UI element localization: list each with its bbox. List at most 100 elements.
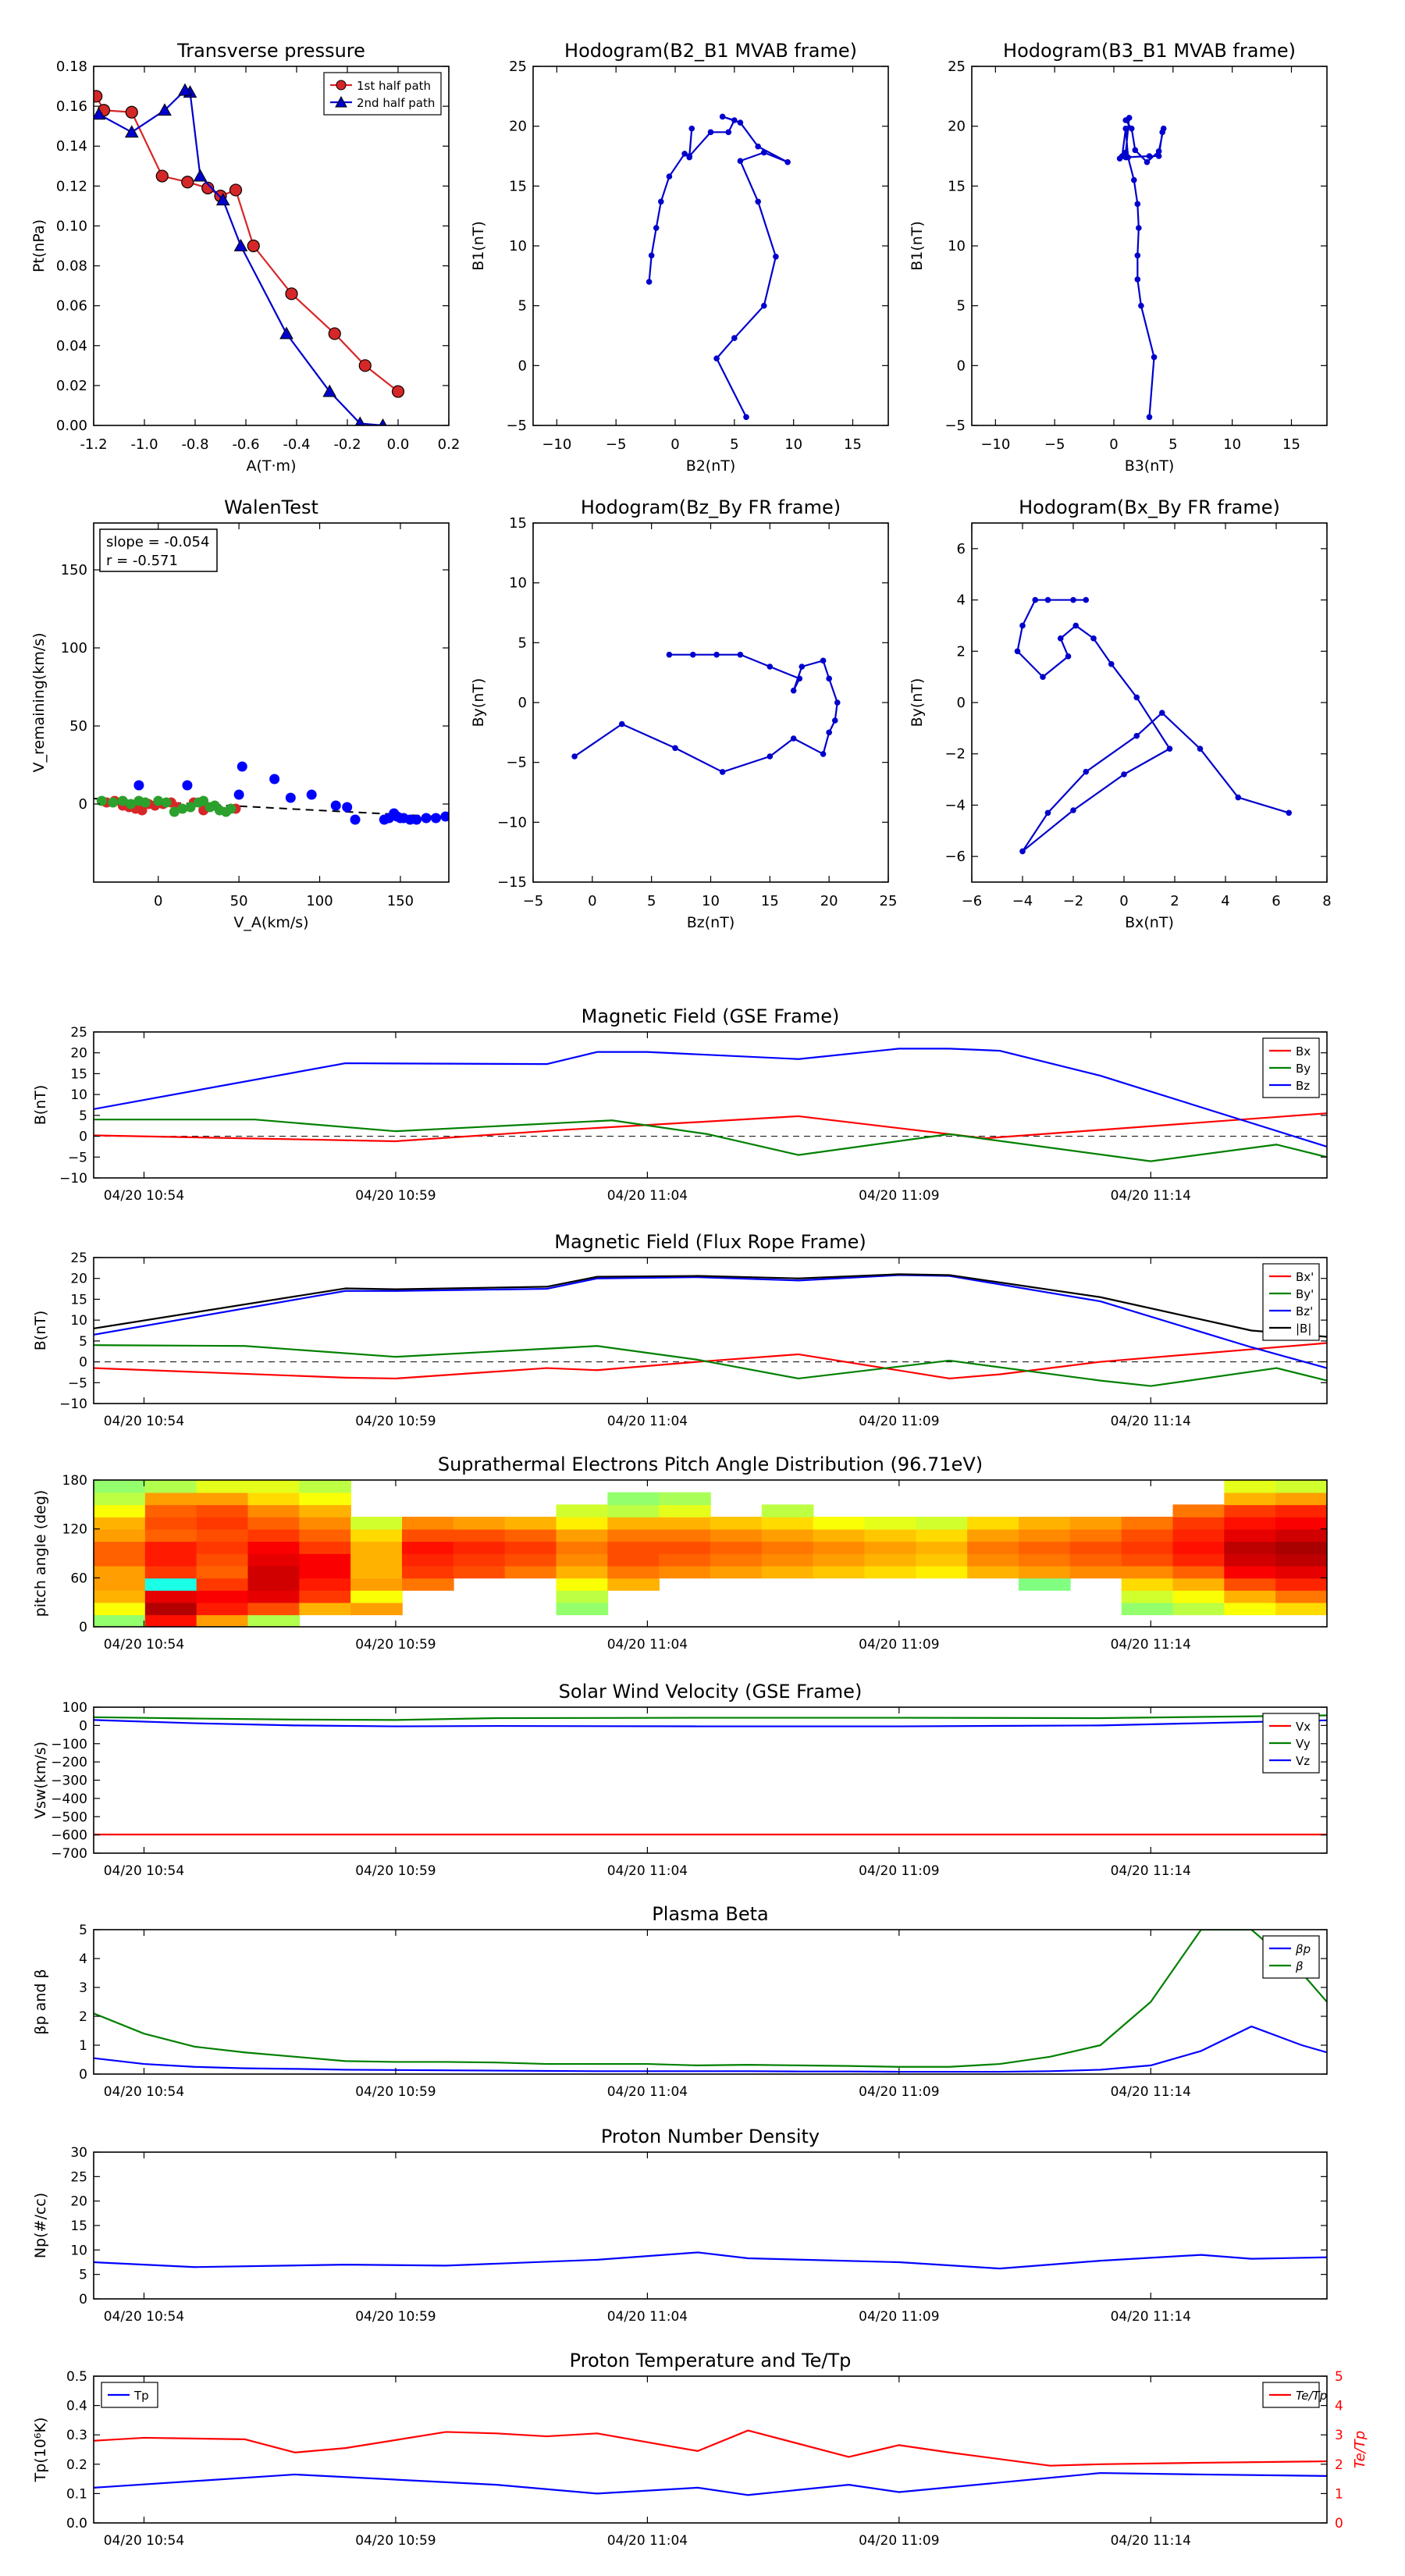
- data-point-2nd half path: [158, 103, 172, 116]
- chart-mag-gse: Magnetic Field (GSE Frame) 04/20 10:54 04/…: [32, 1005, 1328, 1204]
- y-tick-label: 20: [70, 1272, 87, 1287]
- heatmap-cell: [607, 1517, 660, 1530]
- data-point-Bz_By: [713, 651, 720, 658]
- heatmap-cell: [247, 1528, 301, 1542]
- y-tick-label: 100: [61, 640, 87, 656]
- legend-box: [323, 72, 442, 116]
- data-point-2nd half path: [124, 125, 139, 138]
- legend-label: Vz: [1296, 1754, 1310, 1768]
- data-point-Bz_By: [826, 675, 832, 682]
- heatmap-cell: [1224, 1602, 1276, 1616]
- heatmap-cell: [453, 1528, 506, 1542]
- y-tick-label: 0.18: [56, 59, 87, 75]
- x-tick-label: 04/20 11:14: [1111, 1863, 1191, 1879]
- data-point-B2_B1: [755, 143, 761, 150]
- data-point-2nd half path: [94, 107, 106, 120]
- legend-label: Tp: [133, 2389, 149, 2403]
- legend-label: Vy: [1296, 1737, 1311, 1751]
- data-point-blue: [440, 811, 449, 822]
- heatmap-cell: [402, 1553, 454, 1567]
- data-point-2nd half path: [193, 169, 208, 182]
- heatmap-cell: [94, 1492, 146, 1506]
- heatmap-cell: [1019, 1553, 1071, 1567]
- data-point-Bz_By: [767, 753, 774, 760]
- heatmap-cell: [1172, 1578, 1225, 1591]
- data-point-Bx_By: [1065, 653, 1072, 660]
- heatmap-cell: [607, 1492, 660, 1506]
- data-point-B2_B1: [658, 198, 664, 205]
- heatmap-cell: [94, 1565, 146, 1579]
- x-tick-label: 100: [306, 893, 333, 909]
- y-right-tick-label: 5: [1335, 2369, 1343, 2385]
- heatmap-cell: [144, 1590, 197, 1603]
- data-point-B2_B1: [719, 113, 726, 120]
- plot-area-hodo-b3b1: [1116, 115, 1167, 421]
- heatmap-cell: [350, 1565, 403, 1579]
- series-line-By': [94, 1344, 1327, 1387]
- data-point-B2_B1: [743, 414, 749, 421]
- heatmap-cell: [453, 1565, 506, 1579]
- data-point-B3_B1: [1159, 129, 1165, 136]
- x-tick-label: 20: [820, 893, 838, 909]
- heatmap-cell: [607, 1553, 660, 1567]
- heatmap-cell: [299, 1480, 351, 1493]
- data-point-B2_B1: [686, 153, 692, 159]
- heatmap-cell: [1224, 1492, 1276, 1506]
- heatmap-cell: [402, 1528, 454, 1542]
- heatmap-cell: [1172, 1517, 1225, 1530]
- heatmap-cell: [196, 1541, 249, 1554]
- axes-frame: [93, 1479, 1328, 1628]
- x-tick-label: 0.2: [438, 436, 461, 453]
- y-tick-label: 0: [79, 1718, 87, 1734]
- data-point-Bx_By: [1070, 807, 1076, 813]
- data-point-B3_B1: [1146, 414, 1153, 421]
- data-point-1st half path: [247, 239, 260, 253]
- data-point-Bx_By: [1057, 635, 1064, 642]
- x-tick-label: 04/20 10:59: [355, 2084, 436, 2100]
- x-tick-label: 04/20 10:54: [104, 2084, 184, 2100]
- data-point-Bz_By: [796, 675, 803, 682]
- heatmap-cell: [94, 1541, 146, 1554]
- x-tick-label: 04/20 10:54: [104, 1863, 184, 1879]
- heatmap-cell: [1019, 1517, 1071, 1530]
- heatmap-cell: [144, 1492, 197, 1506]
- plot-area-hodo-bzby: [571, 651, 841, 775]
- heatmap-cell: [967, 1565, 1019, 1579]
- series-line-Tp: [94, 2471, 1327, 2496]
- heatmap-cell: [1019, 1541, 1071, 1554]
- data-point-blue: [421, 813, 432, 824]
- heatmap-cell: [299, 1590, 351, 1603]
- heatmap-cell: [144, 1614, 197, 1627]
- x-axis-label: Bx(nT): [1125, 914, 1174, 931]
- heatmap-cell: [556, 1602, 609, 1616]
- data-point-blue: [306, 789, 317, 800]
- heatmap-cell: [1172, 1565, 1225, 1579]
- heatmap-cell: [916, 1565, 968, 1579]
- chart-title: Proton Number Density: [601, 2126, 820, 2147]
- y-tick-label: 0: [957, 695, 966, 711]
- x-axis-label: B2(nT): [686, 457, 736, 475]
- y-tick-label: 0: [79, 796, 87, 813]
- data-point-Bz_By: [820, 657, 827, 664]
- data-point-Bz_By: [767, 664, 774, 670]
- data-point-B2_B1: [707, 129, 714, 136]
- heatmap-cell: [556, 1528, 609, 1542]
- y-axis-label: B1(nT): [470, 221, 487, 271]
- heatmap-cell: [196, 1517, 249, 1530]
- y-right-tick-label: 4: [1335, 2399, 1343, 2414]
- heatmap-cell: [813, 1517, 866, 1530]
- heatmap-cell: [1019, 1578, 1071, 1591]
- heatmap-cell: [504, 1541, 557, 1554]
- heatmap-cell: [1275, 1492, 1327, 1506]
- x-axis-label: B3(nT): [1125, 457, 1175, 475]
- heatmap-cell: [144, 1578, 197, 1591]
- y-tick-label: 0.5: [66, 2369, 87, 2385]
- chart-title: Hodogram(B3_B1 MVAB frame): [1003, 40, 1296, 62]
- y-tick-label: 20: [70, 1046, 87, 1062]
- y-tick-label: 100: [62, 1700, 87, 1716]
- heatmap-cell: [144, 1541, 197, 1554]
- data-point-Bx_By: [1019, 848, 1026, 855]
- x-tick-label: −4: [1012, 893, 1033, 909]
- legend-label: Bx': [1296, 1270, 1314, 1284]
- heatmap-cell: [556, 1578, 609, 1591]
